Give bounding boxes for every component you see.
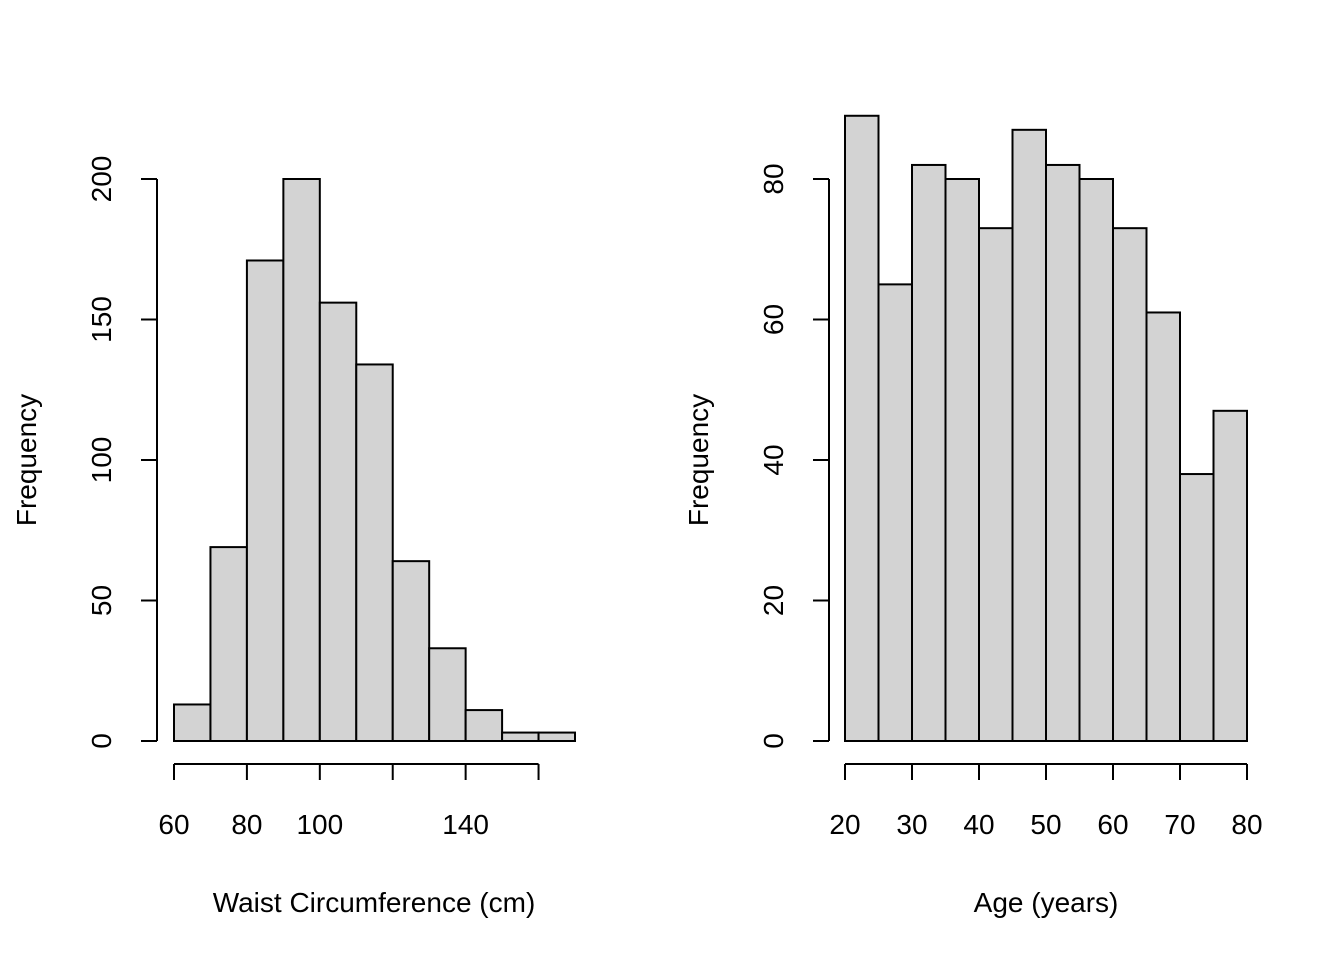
age-bar-6 xyxy=(1045,163,1081,742)
age-y-axis: 0 20 40 60 80 xyxy=(758,163,830,749)
waist-bar-8 xyxy=(464,709,504,743)
age-bar-10 xyxy=(1179,473,1215,742)
waist-bar-7 xyxy=(428,647,467,743)
age-y-tick-label-4: 80 xyxy=(758,163,789,194)
age-bar-4 xyxy=(978,227,1014,743)
age-bar-11 xyxy=(1212,409,1248,742)
age-y-tick-label-3: 60 xyxy=(758,304,789,335)
waist-bar-0 xyxy=(173,703,212,742)
waist-bar-10 xyxy=(537,731,577,743)
waist-bar-5 xyxy=(355,363,394,742)
waist-y-tick-label-2: 100 xyxy=(86,437,117,484)
age-x-tick-label-1: 30 xyxy=(896,809,927,840)
age-x-tick-label-4: 60 xyxy=(1097,809,1128,840)
age-x-tick-label-5: 70 xyxy=(1164,809,1195,840)
waist-y-tick-label-1: 50 xyxy=(86,585,117,616)
age-x-tick-label-6: 80 xyxy=(1231,809,1262,840)
age-y-axis-label: Frequency xyxy=(683,394,714,526)
waist-y-tick-label-3: 150 xyxy=(86,296,117,343)
waist-bar-6 xyxy=(391,560,431,742)
age-bar-7 xyxy=(1078,178,1114,742)
age-x-tick-label-2: 40 xyxy=(963,809,994,840)
waist-x-axis-label: Waist Circumference (cm) xyxy=(213,887,536,918)
age-bar-3 xyxy=(944,178,980,742)
waist-x-tick-label-1: 80 xyxy=(231,809,262,840)
waist-histogram-bars xyxy=(173,178,577,743)
waist-bar-3 xyxy=(282,178,321,742)
waist-bar-9 xyxy=(501,731,540,743)
waist-y-axis-label: Frequency xyxy=(11,394,42,526)
age-y-tick-label-2: 40 xyxy=(758,444,789,475)
age-histogram-panel: 0 20 40 60 80 20 30 40 50 60 70 80 Age (years) Fre… xyxy=(683,114,1263,918)
waist-y-tick-label-4: 200 xyxy=(86,156,117,203)
waist-bar-2 xyxy=(245,259,285,742)
age-x-axis-label: Age (years) xyxy=(974,887,1119,918)
waist-bar-4 xyxy=(318,301,358,742)
age-bar-9 xyxy=(1145,311,1181,742)
waist-histogram-panel: 0 50 100 150 200 60 80 100 140 Waist Circumfere… xyxy=(11,156,577,918)
age-bar-8 xyxy=(1112,227,1148,743)
waist-y-axis: 0 50 100 150 200 xyxy=(86,156,158,749)
waist-x-axis: 60 80 100 140 xyxy=(158,763,540,840)
waist-x-tick-label-2: 100 xyxy=(296,809,343,840)
age-bar-5 xyxy=(1011,128,1047,742)
age-bar-0 xyxy=(844,114,880,742)
waist-y-tick-label-0: 0 xyxy=(86,733,117,749)
age-y-tick-label-1: 20 xyxy=(758,585,789,616)
age-y-tick-label-0: 0 xyxy=(758,733,789,749)
age-x-tick-label-3: 50 xyxy=(1030,809,1061,840)
age-bar-2 xyxy=(911,163,947,742)
age-x-tick-label-0: 20 xyxy=(829,809,860,840)
age-histogram-bars xyxy=(844,114,1248,743)
waist-x-tick-label-4: 140 xyxy=(442,809,489,840)
age-x-axis: 20 30 40 50 60 70 80 xyxy=(829,763,1263,840)
waist-x-tick-label-0: 60 xyxy=(158,809,189,840)
age-bar-1 xyxy=(877,283,913,742)
waist-bar-1 xyxy=(209,546,248,742)
